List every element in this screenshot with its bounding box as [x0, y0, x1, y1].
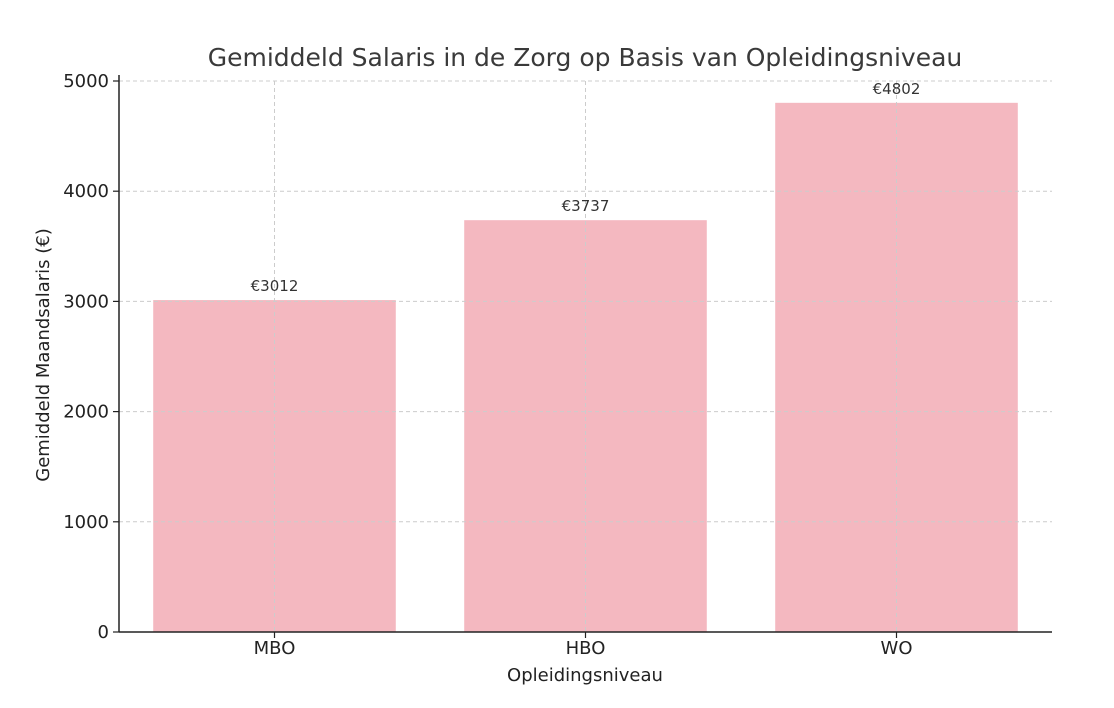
gridlines [119, 80, 1052, 632]
x-tick-label: WO [881, 638, 913, 659]
y-tick-label: 2000 [63, 402, 109, 423]
chart-title: Gemiddeld Salaris in de Zorg op Basis va… [208, 43, 963, 72]
bar-value-label: €3012 [251, 277, 299, 295]
bar-value-label: €4802 [873, 80, 921, 98]
bar-value-label: €3737 [562, 197, 610, 215]
x-axis-label: Opleidingsniveau [507, 665, 663, 686]
y-axis-label: Gemiddeld Maandsalaris (€) [33, 228, 54, 482]
x-tick-label: HBO [566, 638, 606, 659]
y-tick-label: 3000 [63, 291, 109, 312]
x-tick-label: MBO [254, 638, 296, 659]
y-tick-label: 1000 [63, 512, 109, 533]
labels: 0 1000 2000 3000 4000 5000 €3012 €3737 €4802 MBO H… [63, 71, 920, 659]
axes [113, 75, 1052, 638]
y-tick-label: 5000 [63, 71, 109, 92]
y-tick-label: 4000 [63, 181, 109, 202]
y-tick-label: 0 [98, 622, 109, 643]
